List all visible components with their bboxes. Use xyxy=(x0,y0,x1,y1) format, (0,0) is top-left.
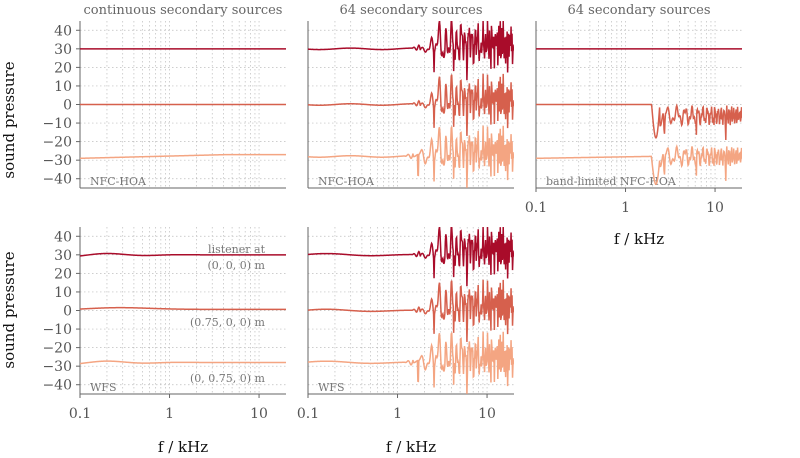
x-axis-label: f / kHz xyxy=(158,438,208,456)
y-tick-label: 40 xyxy=(54,229,72,245)
y-tick-label: −10 xyxy=(42,116,72,132)
panel-method-label: band-limited NFC-HOA xyxy=(546,175,677,188)
panel-title: 64 secondary sources xyxy=(339,3,482,18)
x-tick-label: 1 xyxy=(393,406,402,422)
y-tick-label: 40 xyxy=(54,23,72,39)
x-tick-label: 10 xyxy=(250,406,268,422)
x-tick-label: 10 xyxy=(706,200,724,216)
y-tick-label: 10 xyxy=(54,285,72,301)
series-line-low xyxy=(308,331,514,394)
series-line-mid xyxy=(308,73,514,136)
x-tick-label: 0.1 xyxy=(525,200,547,216)
y-tick-label: −40 xyxy=(42,378,72,394)
y-tick-label: −20 xyxy=(42,135,72,151)
series-line-low xyxy=(80,360,286,365)
chart-panel-p1: 40 30 20 10 0 −10 −20 −30 −40 continuous secondar… xyxy=(42,3,286,189)
panel-title: continuous secondary sources xyxy=(84,3,283,18)
annotation-listener-c: (0, 0.75, 0) m xyxy=(190,372,266,385)
panel-method-label: WFS xyxy=(318,381,344,394)
y-tick-label: 10 xyxy=(54,79,72,95)
y-tick-label: 0 xyxy=(63,304,72,320)
y-tick-label: 0 xyxy=(63,98,72,114)
chart-panel-p5: 0.1 1 10 f / kHz WFS xyxy=(297,227,514,456)
series-line-low xyxy=(80,153,286,160)
y-tick-label: 30 xyxy=(54,248,72,264)
series-line-low xyxy=(536,144,742,185)
chart-panel-p3: 0.1 1 10 f / kHz 64 secondary sources band-li… xyxy=(525,3,742,248)
x-tick-label: 1 xyxy=(165,406,174,422)
series-line-top xyxy=(308,21,514,81)
y-axis-label-bottom: sound pressure xyxy=(0,251,18,368)
panel-method-label: WFS xyxy=(90,381,116,394)
x-tick-label: 1 xyxy=(621,200,630,216)
series-line-low xyxy=(308,125,514,188)
y-tick-label: −30 xyxy=(42,359,72,375)
series-line-top xyxy=(80,252,286,257)
series-line-mid xyxy=(536,103,742,141)
series-line-mid xyxy=(308,279,514,342)
annotation-listener-title: listener at xyxy=(208,243,266,256)
series-line-top xyxy=(308,227,514,287)
y-tick-label: 20 xyxy=(54,60,72,76)
x-axis-label: f / kHz xyxy=(386,438,436,456)
y-tick-label: −10 xyxy=(42,322,72,338)
y-tick-label: −40 xyxy=(42,172,72,188)
y-tick-label: 20 xyxy=(54,266,72,282)
chart-panel-p2: 64 secondary sources NFC-HOA xyxy=(307,3,514,189)
panel-title: 64 secondary sources xyxy=(567,3,710,18)
x-axis-label: f / kHz xyxy=(614,230,664,248)
annotation-listener-a: (0, 0, 0) m xyxy=(208,259,266,272)
series-line-mid xyxy=(80,306,286,311)
panel-method-label: NFC-HOA xyxy=(318,175,375,188)
y-tick-label: −30 xyxy=(42,153,72,169)
y-axis-label-top: sound pressure xyxy=(0,61,18,178)
annotation-listener-b: (0.75, 0, 0) m xyxy=(190,316,266,329)
x-tick-label: 0.1 xyxy=(297,406,319,422)
y-tick-label: −20 xyxy=(42,341,72,357)
y-tick-label: 30 xyxy=(54,42,72,58)
panel-method-label: NFC-HOA xyxy=(90,175,147,188)
chart-panel-p4: 40 30 20 10 0 −10 −20 −30 −40 0.1 1 10 f / kHz WFS xyxy=(42,227,286,456)
x-tick-label: 0.1 xyxy=(69,406,91,422)
x-tick-label: 10 xyxy=(478,406,496,422)
